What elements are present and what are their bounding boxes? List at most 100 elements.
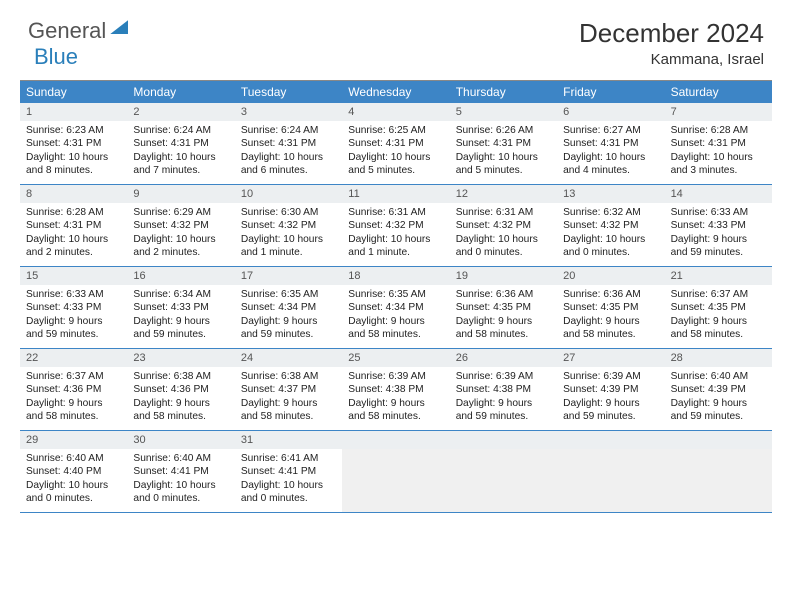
daylight-line: Daylight: 10 hours and 0 minutes.: [563, 233, 658, 260]
sunset-line: Sunset: 4:32 PM: [563, 219, 658, 232]
sunset-line: Sunset: 4:34 PM: [348, 301, 443, 314]
sunset-line: Sunset: 4:36 PM: [133, 383, 228, 396]
sunrise-line: Sunrise: 6:25 AM: [348, 124, 443, 137]
daylight-line: Daylight: 9 hours and 58 minutes.: [348, 315, 443, 342]
sunrise-line: Sunrise: 6:40 AM: [133, 452, 228, 465]
weekday-header: Saturday: [665, 81, 772, 103]
logo: General: [28, 18, 128, 44]
sunset-line: Sunset: 4:35 PM: [563, 301, 658, 314]
sunrise-line: Sunrise: 6:35 AM: [348, 288, 443, 301]
day-number: 3: [235, 103, 342, 121]
weekday-header: Thursday: [450, 81, 557, 103]
weeks-grid: 1Sunrise: 6:23 AMSunset: 4:31 PMDaylight…: [20, 103, 772, 513]
day-cell: 18Sunrise: 6:35 AMSunset: 4:34 PMDayligh…: [342, 267, 449, 349]
day-body: Sunrise: 6:26 AMSunset: 4:31 PMDaylight:…: [450, 121, 557, 179]
week-row: 22Sunrise: 6:37 AMSunset: 4:36 PMDayligh…: [20, 349, 772, 431]
daylight-line: Daylight: 9 hours and 59 minutes.: [133, 315, 228, 342]
day-cell-empty: [342, 431, 449, 513]
sunrise-line: Sunrise: 6:23 AM: [26, 124, 121, 137]
daylight-line: Daylight: 10 hours and 0 minutes.: [133, 479, 228, 506]
day-body: Sunrise: 6:34 AMSunset: 4:33 PMDaylight:…: [127, 285, 234, 343]
sunrise-line: Sunrise: 6:40 AM: [26, 452, 121, 465]
day-body: Sunrise: 6:33 AMSunset: 4:33 PMDaylight:…: [20, 285, 127, 343]
sunset-line: Sunset: 4:32 PM: [241, 219, 336, 232]
day-number: 17: [235, 267, 342, 285]
day-number: 1: [20, 103, 127, 121]
day-number: 16: [127, 267, 234, 285]
daylight-line: Daylight: 10 hours and 7 minutes.: [133, 151, 228, 178]
day-cell: 22Sunrise: 6:37 AMSunset: 4:36 PMDayligh…: [20, 349, 127, 431]
day-cell-empty: [450, 431, 557, 513]
day-body: Sunrise: 6:35 AMSunset: 4:34 PMDaylight:…: [235, 285, 342, 343]
day-number: 28: [665, 349, 772, 367]
week-row: 29Sunrise: 6:40 AMSunset: 4:40 PMDayligh…: [20, 431, 772, 513]
day-body: Sunrise: 6:36 AMSunset: 4:35 PMDaylight:…: [557, 285, 664, 343]
sunrise-line: Sunrise: 6:35 AM: [241, 288, 336, 301]
weekday-header: Wednesday: [342, 81, 449, 103]
day-body: Sunrise: 6:30 AMSunset: 4:32 PMDaylight:…: [235, 203, 342, 261]
weekday-row: SundayMondayTuesdayWednesdayThursdayFrid…: [20, 81, 772, 103]
day-number: 22: [20, 349, 127, 367]
day-cell: 13Sunrise: 6:32 AMSunset: 4:32 PMDayligh…: [557, 185, 664, 267]
day-cell: 1Sunrise: 6:23 AMSunset: 4:31 PMDaylight…: [20, 103, 127, 185]
day-body: Sunrise: 6:39 AMSunset: 4:39 PMDaylight:…: [557, 367, 664, 425]
day-body: Sunrise: 6:25 AMSunset: 4:31 PMDaylight:…: [342, 121, 449, 179]
day-number: 29: [20, 431, 127, 449]
day-cell: 2Sunrise: 6:24 AMSunset: 4:31 PMDaylight…: [127, 103, 234, 185]
sunset-line: Sunset: 4:38 PM: [348, 383, 443, 396]
sunset-line: Sunset: 4:38 PM: [456, 383, 551, 396]
sunset-line: Sunset: 4:32 PM: [456, 219, 551, 232]
day-body: Sunrise: 6:37 AMSunset: 4:36 PMDaylight:…: [20, 367, 127, 425]
day-number: 8: [20, 185, 127, 203]
day-body: Sunrise: 6:31 AMSunset: 4:32 PMDaylight:…: [342, 203, 449, 261]
sunrise-line: Sunrise: 6:36 AM: [563, 288, 658, 301]
day-body: Sunrise: 6:36 AMSunset: 4:35 PMDaylight:…: [450, 285, 557, 343]
daylight-line: Daylight: 9 hours and 59 minutes.: [671, 233, 766, 260]
header: General December 2024 Kammana, Israel: [0, 0, 792, 72]
day-cell-empty: [557, 431, 664, 513]
sunrise-line: Sunrise: 6:27 AM: [563, 124, 658, 137]
sunset-line: Sunset: 4:34 PM: [241, 301, 336, 314]
sunset-line: Sunset: 4:31 PM: [26, 219, 121, 232]
sunset-line: Sunset: 4:41 PM: [241, 465, 336, 478]
day-body: Sunrise: 6:40 AMSunset: 4:39 PMDaylight:…: [665, 367, 772, 425]
day-number: 18: [342, 267, 449, 285]
day-cell: 26Sunrise: 6:39 AMSunset: 4:38 PMDayligh…: [450, 349, 557, 431]
daylight-line: Daylight: 10 hours and 5 minutes.: [348, 151, 443, 178]
daylight-line: Daylight: 9 hours and 59 minutes.: [456, 397, 551, 424]
day-body: Sunrise: 6:28 AMSunset: 4:31 PMDaylight:…: [20, 203, 127, 261]
sunrise-line: Sunrise: 6:31 AM: [456, 206, 551, 219]
day-cell: 24Sunrise: 6:38 AMSunset: 4:37 PMDayligh…: [235, 349, 342, 431]
week-row: 1Sunrise: 6:23 AMSunset: 4:31 PMDaylight…: [20, 103, 772, 185]
daylight-line: Daylight: 9 hours and 58 minutes.: [671, 315, 766, 342]
day-body: Sunrise: 6:29 AMSunset: 4:32 PMDaylight:…: [127, 203, 234, 261]
day-cell: 31Sunrise: 6:41 AMSunset: 4:41 PMDayligh…: [235, 431, 342, 513]
daylight-line: Daylight: 9 hours and 58 minutes.: [26, 397, 121, 424]
day-cell: 10Sunrise: 6:30 AMSunset: 4:32 PMDayligh…: [235, 185, 342, 267]
daylight-line: Daylight: 10 hours and 2 minutes.: [26, 233, 121, 260]
daylight-line: Daylight: 9 hours and 58 minutes.: [348, 397, 443, 424]
day-number: 31: [235, 431, 342, 449]
sunset-line: Sunset: 4:31 PM: [671, 137, 766, 150]
day-cell: 15Sunrise: 6:33 AMSunset: 4:33 PMDayligh…: [20, 267, 127, 349]
sunrise-line: Sunrise: 6:33 AM: [26, 288, 121, 301]
sunset-line: Sunset: 4:31 PM: [133, 137, 228, 150]
day-number: 27: [557, 349, 664, 367]
day-number: [665, 431, 772, 449]
day-body: Sunrise: 6:35 AMSunset: 4:34 PMDaylight:…: [342, 285, 449, 343]
day-number: 9: [127, 185, 234, 203]
day-cell: 30Sunrise: 6:40 AMSunset: 4:41 PMDayligh…: [127, 431, 234, 513]
day-body: Sunrise: 6:24 AMSunset: 4:31 PMDaylight:…: [235, 121, 342, 179]
day-cell: 3Sunrise: 6:24 AMSunset: 4:31 PMDaylight…: [235, 103, 342, 185]
weekday-header: Monday: [127, 81, 234, 103]
sunrise-line: Sunrise: 6:39 AM: [348, 370, 443, 383]
day-number: 23: [127, 349, 234, 367]
daylight-line: Daylight: 10 hours and 1 minute.: [348, 233, 443, 260]
day-cell: 14Sunrise: 6:33 AMSunset: 4:33 PMDayligh…: [665, 185, 772, 267]
day-number: 15: [20, 267, 127, 285]
sunset-line: Sunset: 4:32 PM: [133, 219, 228, 232]
daylight-line: Daylight: 10 hours and 0 minutes.: [456, 233, 551, 260]
sunrise-line: Sunrise: 6:33 AM: [671, 206, 766, 219]
sunset-line: Sunset: 4:37 PM: [241, 383, 336, 396]
sunrise-line: Sunrise: 6:39 AM: [456, 370, 551, 383]
